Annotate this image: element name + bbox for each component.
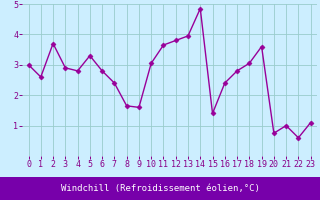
Text: Windchill (Refroidissement éolien,°C): Windchill (Refroidissement éolien,°C): [60, 184, 260, 193]
